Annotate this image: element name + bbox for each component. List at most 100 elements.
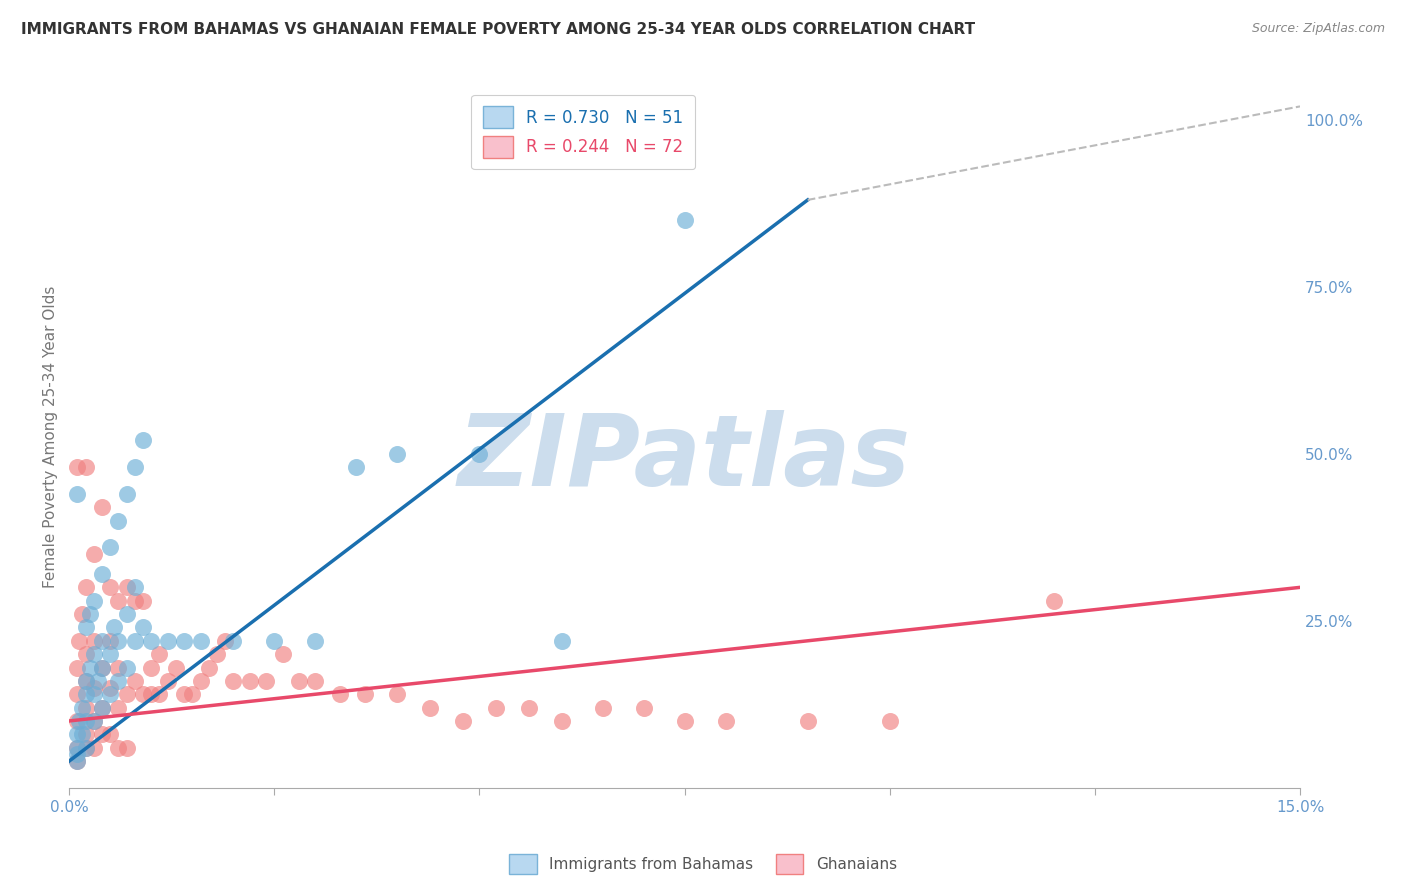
Point	[115, 740, 138, 755]
Point	[197, 660, 219, 674]
Point	[222, 673, 245, 688]
Point	[879, 714, 901, 728]
Point	[70, 727, 93, 741]
Point	[222, 633, 245, 648]
Point	[115, 580, 138, 594]
Point	[124, 580, 146, 594]
Point	[75, 620, 97, 634]
Point	[141, 660, 163, 674]
Point	[83, 714, 105, 728]
Point	[115, 607, 138, 621]
Point	[91, 566, 114, 581]
Point	[141, 633, 163, 648]
Point	[673, 213, 696, 227]
Point	[271, 647, 294, 661]
Point	[66, 754, 89, 768]
Point	[451, 714, 474, 728]
Y-axis label: Female Poverty Among 25-34 Year Olds: Female Poverty Among 25-34 Year Olds	[44, 285, 58, 588]
Point	[83, 547, 105, 561]
Point	[344, 460, 367, 475]
Point	[190, 633, 212, 648]
Point	[592, 700, 614, 714]
Point	[107, 740, 129, 755]
Point	[75, 647, 97, 661]
Point	[353, 687, 375, 701]
Point	[91, 700, 114, 714]
Point	[107, 514, 129, 528]
Point	[91, 727, 114, 741]
Point	[190, 673, 212, 688]
Point	[329, 687, 352, 701]
Point	[75, 700, 97, 714]
Point	[156, 673, 179, 688]
Point	[550, 714, 572, 728]
Point	[66, 727, 89, 741]
Point	[517, 700, 540, 714]
Point	[132, 434, 155, 448]
Point	[107, 700, 129, 714]
Point	[98, 633, 121, 648]
Point	[181, 687, 204, 701]
Point	[107, 633, 129, 648]
Point	[796, 714, 818, 728]
Point	[83, 681, 105, 695]
Point	[288, 673, 311, 688]
Point	[75, 687, 97, 701]
Point	[83, 687, 105, 701]
Point	[75, 727, 97, 741]
Point	[66, 740, 89, 755]
Point	[124, 593, 146, 607]
Point	[468, 447, 491, 461]
Point	[485, 700, 508, 714]
Point	[124, 633, 146, 648]
Point	[103, 620, 125, 634]
Point	[107, 593, 129, 607]
Point	[132, 687, 155, 701]
Point	[83, 714, 105, 728]
Point	[115, 687, 138, 701]
Point	[75, 673, 97, 688]
Point	[263, 633, 285, 648]
Point	[673, 714, 696, 728]
Point	[75, 580, 97, 594]
Point	[91, 500, 114, 515]
Point	[66, 687, 89, 701]
Point	[419, 700, 441, 714]
Point	[79, 607, 101, 621]
Point	[124, 673, 146, 688]
Point	[132, 593, 155, 607]
Point	[1043, 593, 1066, 607]
Point	[633, 700, 655, 714]
Point	[70, 607, 93, 621]
Point	[387, 687, 409, 701]
Point	[148, 647, 170, 661]
Point	[254, 673, 277, 688]
Point	[75, 740, 97, 755]
Point	[132, 620, 155, 634]
Point	[214, 633, 236, 648]
Point	[714, 714, 737, 728]
Text: ZIPatlas: ZIPatlas	[458, 409, 911, 507]
Point	[66, 487, 89, 501]
Point	[91, 700, 114, 714]
Point	[107, 673, 129, 688]
Point	[304, 633, 326, 648]
Point	[79, 660, 101, 674]
Point	[83, 633, 105, 648]
Point	[83, 740, 105, 755]
Point	[148, 687, 170, 701]
Point	[87, 673, 110, 688]
Point	[66, 460, 89, 475]
Point	[165, 660, 187, 674]
Point	[91, 660, 114, 674]
Point	[75, 714, 97, 728]
Point	[91, 660, 114, 674]
Point	[66, 740, 89, 755]
Point	[98, 681, 121, 695]
Point	[173, 687, 195, 701]
Point	[91, 633, 114, 648]
Point	[75, 460, 97, 475]
Point	[115, 487, 138, 501]
Point	[107, 660, 129, 674]
Point	[550, 633, 572, 648]
